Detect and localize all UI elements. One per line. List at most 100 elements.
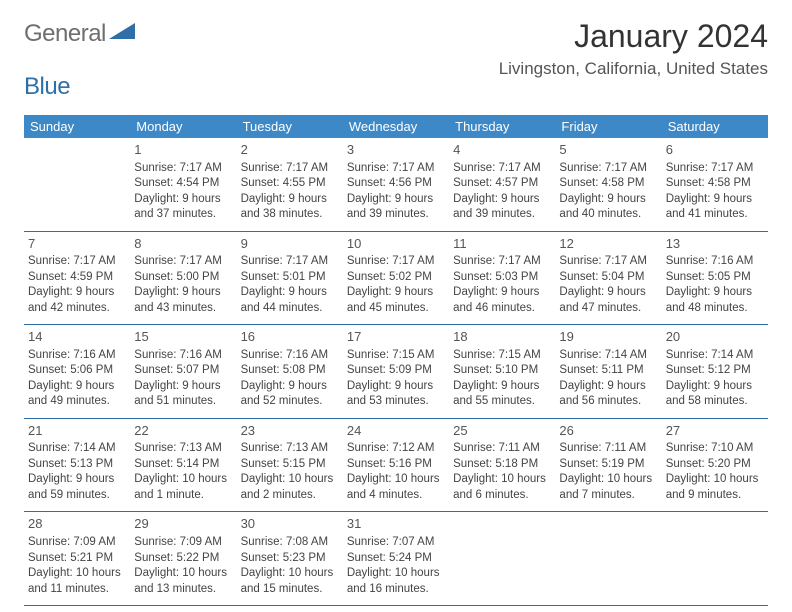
daylight-text: and 53 minutes. — [347, 394, 445, 410]
daylight-text: Daylight: 9 hours — [241, 285, 339, 301]
day-number: 26 — [559, 422, 657, 440]
day-number: 3 — [347, 141, 445, 159]
daylight-text: Daylight: 9 hours — [666, 285, 764, 301]
calendar-grid: SundayMondayTuesdayWednesdayThursdayFrid… — [24, 115, 768, 606]
sunrise-text: Sunrise: 7:17 AM — [453, 161, 551, 177]
calendar-day: 21Sunrise: 7:14 AMSunset: 5:13 PMDayligh… — [24, 419, 130, 512]
daylight-text: and 39 minutes. — [453, 207, 551, 223]
daylight-text: Daylight: 9 hours — [559, 192, 657, 208]
sunset-text: Sunset: 5:12 PM — [666, 363, 764, 379]
day-number: 5 — [559, 141, 657, 159]
calendar-day-empty — [449, 512, 555, 605]
sunset-text: Sunset: 5:10 PM — [453, 363, 551, 379]
day-number: 23 — [241, 422, 339, 440]
calendar-day: 22Sunrise: 7:13 AMSunset: 5:14 PMDayligh… — [130, 419, 236, 512]
day-number: 11 — [453, 235, 551, 253]
sunset-text: Sunset: 5:03 PM — [453, 270, 551, 286]
calendar-day: 13Sunrise: 7:16 AMSunset: 5:05 PMDayligh… — [662, 232, 768, 325]
sunrise-text: Sunrise: 7:15 AM — [453, 348, 551, 364]
daylight-text: and 42 minutes. — [28, 301, 126, 317]
daylight-text: and 43 minutes. — [134, 301, 232, 317]
day-number: 13 — [666, 235, 764, 253]
calendar-week: 7Sunrise: 7:17 AMSunset: 4:59 PMDaylight… — [24, 232, 768, 326]
calendar-day: 20Sunrise: 7:14 AMSunset: 5:12 PMDayligh… — [662, 325, 768, 418]
sunrise-text: Sunrise: 7:12 AM — [347, 441, 445, 457]
sunrise-text: Sunrise: 7:17 AM — [134, 161, 232, 177]
sunrise-text: Sunrise: 7:15 AM — [347, 348, 445, 364]
sunrise-text: Sunrise: 7:13 AM — [241, 441, 339, 457]
daylight-text: and 1 minute. — [134, 488, 232, 504]
sunset-text: Sunset: 5:06 PM — [28, 363, 126, 379]
daylight-text: Daylight: 10 hours — [28, 566, 126, 582]
day-number: 22 — [134, 422, 232, 440]
day-number: 16 — [241, 328, 339, 346]
daylight-text: and 9 minutes. — [666, 488, 764, 504]
logo-text-general: General — [24, 20, 106, 47]
daylight-text: and 48 minutes. — [666, 301, 764, 317]
daylight-text: Daylight: 9 hours — [28, 472, 126, 488]
daylight-text: and 47 minutes. — [559, 301, 657, 317]
location-subtitle: Livingston, California, United States — [499, 59, 768, 79]
sunset-text: Sunset: 4:57 PM — [453, 176, 551, 192]
calendar-day: 7Sunrise: 7:17 AMSunset: 4:59 PMDaylight… — [24, 232, 130, 325]
sunset-text: Sunset: 4:58 PM — [559, 176, 657, 192]
day-header: Sunday — [24, 115, 130, 138]
sunset-text: Sunset: 5:08 PM — [241, 363, 339, 379]
sunrise-text: Sunrise: 7:17 AM — [559, 161, 657, 177]
header: General January 2024 Livingston, Califor… — [24, 18, 768, 79]
daylight-text: and 55 minutes. — [453, 394, 551, 410]
calendar-day: 29Sunrise: 7:09 AMSunset: 5:22 PMDayligh… — [130, 512, 236, 605]
sunset-text: Sunset: 5:13 PM — [28, 457, 126, 473]
day-number: 1 — [134, 141, 232, 159]
sunset-text: Sunset: 5:04 PM — [559, 270, 657, 286]
daylight-text: Daylight: 9 hours — [347, 379, 445, 395]
day-number: 6 — [666, 141, 764, 159]
sunrise-text: Sunrise: 7:16 AM — [28, 348, 126, 364]
daylight-text: and 51 minutes. — [134, 394, 232, 410]
daylight-text: Daylight: 10 hours — [666, 472, 764, 488]
calendar-day: 1Sunrise: 7:17 AMSunset: 4:54 PMDaylight… — [130, 138, 236, 231]
daylight-text: Daylight: 10 hours — [453, 472, 551, 488]
daylight-text: and 52 minutes. — [241, 394, 339, 410]
sunset-text: Sunset: 5:20 PM — [666, 457, 764, 473]
daylight-text: Daylight: 10 hours — [347, 472, 445, 488]
calendar-day: 5 Sunrise: 7:17 AMSunset: 4:58 PMDaylight… — [555, 138, 661, 231]
day-number: 10 — [347, 235, 445, 253]
calendar-day: 27Sunrise: 7:10 AMSunset: 5:20 PMDayligh… — [662, 419, 768, 512]
day-number: 12 — [559, 235, 657, 253]
day-number: 27 — [666, 422, 764, 440]
sunrise-text: Sunrise: 7:17 AM — [241, 161, 339, 177]
sunrise-text: Sunrise: 7:17 AM — [28, 254, 126, 270]
daylight-text: Daylight: 9 hours — [134, 379, 232, 395]
daylight-text: and 41 minutes. — [666, 207, 764, 223]
daylight-text: and 37 minutes. — [134, 207, 232, 223]
daylight-text: and 4 minutes. — [347, 488, 445, 504]
day-number: 25 — [453, 422, 551, 440]
day-number: 19 — [559, 328, 657, 346]
daylight-text: Daylight: 9 hours — [453, 285, 551, 301]
sunrise-text: Sunrise: 7:14 AM — [28, 441, 126, 457]
daylight-text: Daylight: 9 hours — [134, 192, 232, 208]
daylight-text: and 6 minutes. — [453, 488, 551, 504]
daylight-text: and 59 minutes. — [28, 488, 126, 504]
calendar-day: 6Sunrise: 7:17 AMSunset: 4:58 PMDaylight… — [662, 138, 768, 231]
daylight-text: Daylight: 9 hours — [453, 379, 551, 395]
day-header: Saturday — [662, 115, 768, 138]
sunset-text: Sunset: 5:11 PM — [559, 363, 657, 379]
daylight-text: Daylight: 9 hours — [453, 192, 551, 208]
daylight-text: Daylight: 9 hours — [28, 285, 126, 301]
day-number: 14 — [28, 328, 126, 346]
calendar-day: 30Sunrise: 7:08 AMSunset: 5:23 PMDayligh… — [237, 512, 343, 605]
daylight-text: Daylight: 9 hours — [347, 192, 445, 208]
calendar-day: 11Sunrise: 7:17 AMSunset: 5:03 PMDayligh… — [449, 232, 555, 325]
daylight-text: and 15 minutes. — [241, 582, 339, 598]
daylight-text: and 16 minutes. — [347, 582, 445, 598]
calendar-day: 23Sunrise: 7:13 AMSunset: 5:15 PMDayligh… — [237, 419, 343, 512]
day-number: 31 — [347, 515, 445, 533]
sunrise-text: Sunrise: 7:14 AM — [559, 348, 657, 364]
calendar-day: 24Sunrise: 7:12 AMSunset: 5:16 PMDayligh… — [343, 419, 449, 512]
sunset-text: Sunset: 5:01 PM — [241, 270, 339, 286]
daylight-text: Daylight: 10 hours — [134, 472, 232, 488]
calendar-day: 8Sunrise: 7:17 AMSunset: 5:00 PMDaylight… — [130, 232, 236, 325]
daylight-text: Daylight: 9 hours — [28, 379, 126, 395]
